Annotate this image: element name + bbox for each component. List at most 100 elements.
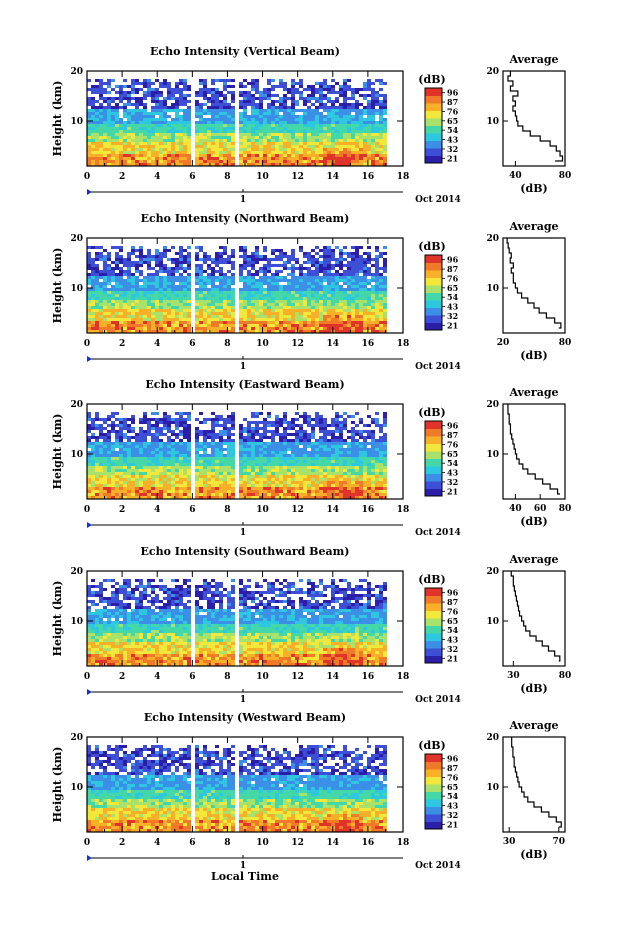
profile-y-tick-label: 10 — [486, 117, 499, 127]
heatmap-cells — [87, 579, 387, 666]
profile-line — [507, 404, 561, 495]
heatmap-cells — [87, 246, 387, 333]
x-tick-label: 14 — [327, 339, 340, 349]
colorbar-swatch — [425, 133, 442, 141]
panel-title: Echo Intensity (Northward Beam) — [141, 212, 350, 225]
x-tick-label: 16 — [362, 172, 375, 182]
x-tick-label: 8 — [224, 838, 230, 848]
colorbar-swatch — [425, 625, 442, 634]
panel-5: Echo Intensity (Westward Beam)0 2 4 6 8 10 12 1… — [51, 711, 566, 871]
colorbar-frame — [424, 587, 443, 664]
heatmap-cells — [87, 79, 387, 166]
colorbar-tick-label: 54 — [447, 458, 459, 468]
y-tick-label: 10 — [70, 117, 83, 127]
profile-title: Average — [508, 386, 558, 399]
x-tick-label: 0 — [84, 339, 90, 349]
x-tick-label: 0 — [84, 838, 90, 848]
profile-frame — [502, 570, 566, 667]
colorbar-frame — [424, 87, 443, 164]
colorbar-swatch — [425, 95, 442, 104]
average-profile: Average 40 80 20 10 (dB) — [486, 53, 571, 195]
colorbar-swatch — [425, 633, 442, 641]
colorbar-swatch — [425, 648, 442, 656]
profile-x-tick-label: 80 — [559, 171, 572, 181]
profile-x-tick-label: 80 — [559, 504, 572, 514]
day-label: 1 — [240, 861, 246, 871]
profile-x-tick-label: 80 — [559, 671, 572, 681]
colorbar-tick-label: 87 — [447, 264, 458, 274]
profile-x-tick-label: 70 — [553, 837, 566, 847]
x-tick-label: 6 — [189, 672, 195, 682]
x-tick-label: 6 — [189, 339, 195, 349]
colorbar-swatch — [425, 421, 442, 429]
colorbar-swatch — [425, 451, 442, 459]
x-tick-label: 6 — [189, 172, 195, 182]
date-label: Oct 2014 — [415, 362, 461, 372]
x-tick-label: 16 — [362, 339, 375, 349]
colorbar-tick-label: 96 — [447, 588, 459, 598]
profile-x-tick-label: 60 — [534, 504, 547, 514]
profile-x-tick-label: 80 — [559, 338, 572, 348]
colorbar-tick-label: 76 — [447, 439, 459, 449]
y-tick-label: 10 — [70, 783, 83, 793]
profile-y-tick-label: 20 — [486, 234, 499, 244]
profile-frame — [502, 237, 566, 334]
colorbar-tick-label: 76 — [447, 273, 459, 283]
colorbar-swatch — [425, 118, 442, 126]
colorbar-tick-label: 87 — [447, 430, 458, 440]
colorbar-swatch — [425, 610, 442, 619]
colorbar-tick-label: 87 — [447, 763, 458, 773]
day-label: 1 — [240, 528, 246, 538]
y-tick-label: 10 — [70, 450, 83, 460]
x-tick-label: 14 — [327, 505, 340, 515]
colorbar-tick-label: 96 — [447, 421, 459, 431]
profile-title: Average — [508, 719, 558, 732]
colorbar-swatch — [425, 814, 442, 822]
profile-y-tick-label: 10 — [486, 617, 499, 627]
panel-4: Echo Intensity (Southward Beam)0 2 4 6 8 10 12… — [51, 545, 571, 705]
x-tick-label: 12 — [291, 339, 304, 349]
y-tick-label: 20 — [70, 234, 83, 244]
x-tick-label: 8 — [224, 505, 230, 515]
colorbar-tick-label: 21 — [447, 153, 458, 163]
colorbar-swatch — [425, 155, 442, 164]
colorbar-tick-label: 32 — [447, 311, 458, 321]
colorbar-swatch — [425, 784, 442, 792]
colorbar-swatch — [425, 322, 442, 331]
x-tick-label: 12 — [291, 672, 304, 682]
panel-title: Echo Intensity (Westward Beam) — [144, 711, 346, 724]
x-tick-label: 4 — [154, 339, 160, 349]
panel-title: Echo Intensity (Eastward Beam) — [145, 378, 344, 391]
average-profile: Average 20 80 20 10 (dB) — [486, 220, 571, 362]
colorbar-tick-label: 43 — [447, 468, 459, 478]
heatmap-cells — [87, 745, 387, 832]
date-label: Oct 2014 — [415, 528, 461, 538]
colorbar-tick-label: 32 — [447, 144, 458, 154]
x-tick-label: 8 — [224, 339, 230, 349]
colorbar-unit: (dB) — [418, 73, 445, 86]
x-tick-label: 2 — [119, 672, 125, 682]
y-tick-label: 20 — [70, 567, 83, 577]
colorbar-swatch — [425, 262, 442, 271]
x-tick-label: 14 — [327, 672, 340, 682]
profile-y-tick-label: 20 — [486, 567, 499, 577]
profile-x-label: (dB) — [520, 182, 547, 195]
x-tick-label: 2 — [119, 505, 125, 515]
profile-x-tick-label: 30 — [507, 671, 520, 681]
colorbar-tick-label: 21 — [447, 320, 458, 330]
colorbar-swatch — [425, 88, 442, 96]
profile-x-tick-label: 20 — [497, 338, 510, 348]
colorbar-swatch — [425, 148, 442, 156]
colorbar-tick-label: 21 — [447, 653, 458, 663]
colorbar-tick-label: 21 — [447, 486, 458, 496]
colorbar-tick-label: 32 — [447, 477, 458, 487]
colorbar-swatch — [425, 473, 442, 482]
profile-y-tick-label: 10 — [486, 284, 499, 294]
profile-frame — [502, 736, 566, 833]
x-tick-label: 18 — [397, 838, 410, 848]
x-tick-label: 16 — [362, 838, 375, 848]
x-tick-label: 10 — [256, 172, 269, 182]
profile-title: Average — [508, 553, 558, 566]
day-label: 1 — [240, 695, 246, 705]
